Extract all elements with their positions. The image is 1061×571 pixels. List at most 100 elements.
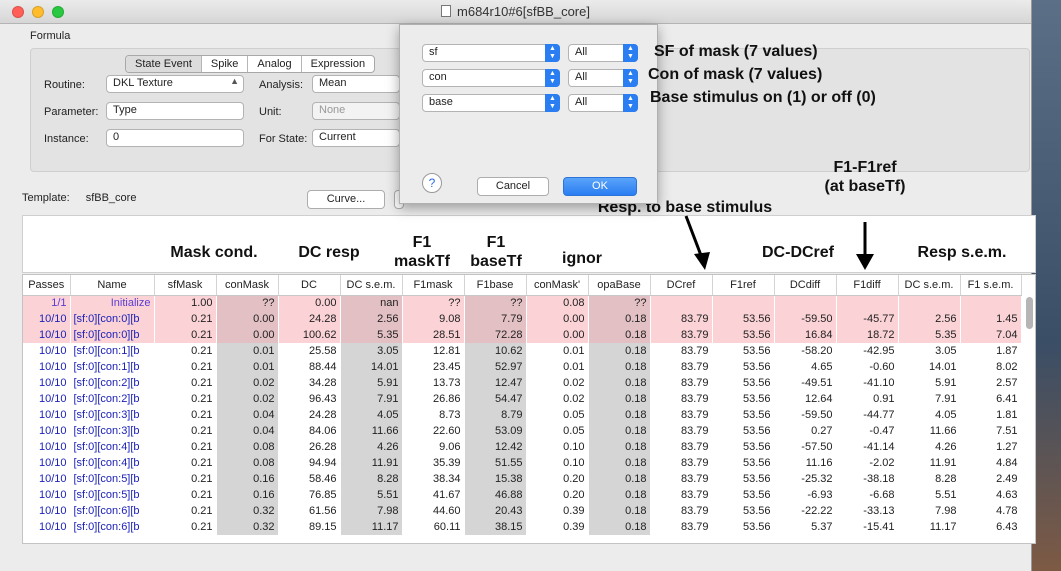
table-cell: 53.56 [742,425,771,437]
for-state-select[interactable]: Current [312,129,400,147]
column-header[interactable]: opaBase [588,275,651,296]
table-row[interactable]: 10/10 [sf:0][con:5][b 0.21 0.16 76.85 5.51 41.… [23,487,1021,503]
table-cell: -22.22 [801,505,833,517]
table-row[interactable]: 10/10 [sf:0][con:3][b 0.21 0.04 24.28 4.05 8.7… [23,407,1021,423]
table-cell: 96.43 [308,393,337,405]
table-cell: 8.79 [464,407,526,423]
column-header[interactable]: F1base [464,275,527,296]
table-row[interactable]: 10/10 [sf:0][con:6][b 0.21 0.32 89.15 11.17 60… [23,519,1021,535]
close-window-button[interactable] [12,6,24,18]
dialog-value-select-con[interactable]: All ▲ ▼ [568,69,638,87]
table-row[interactable]: 10/10 [sf:0][con:0][b 0.21 0.00 24.28 2.56 9.0… [23,311,1021,327]
column-header[interactable]: DC [278,275,341,296]
parameter-select[interactable]: Type [106,102,244,120]
table-cell: 83.79 [650,311,712,327]
help-icon[interactable]: ? [422,173,442,193]
table-cell: [sf:0][con:1][b [73,361,140,373]
table-row[interactable]: 10/10 [sf:0][con:2][b 0.21 0.02 34.28 5.91 13.… [23,375,1021,391]
analysis-select[interactable]: Mean [312,75,400,93]
table-row[interactable]: 10/10 [sf:0][con:6][b 0.21 0.32 61.56 7.98 44.… [23,503,1021,519]
table-row[interactable]: 10/10 [sf:0][con:4][b 0.21 0.08 26.28 4.26 9.0… [23,439,1021,455]
table-cell: 18.72 [836,327,898,343]
table-cell: 5.51 [935,489,957,501]
dialog-param-select-base[interactable]: base ▲ ▼ [422,94,560,112]
dialog-value-select-base[interactable]: All ▲ ▼ [568,94,638,112]
table-row[interactable]: 10/10 [sf:0][con:4][b 0.21 0.08 94.94 11.91 35… [23,455,1021,471]
curve-button[interactable]: Curve... [307,190,385,209]
table-cell: 53.56 [742,377,771,389]
table-row[interactable]: 10/10 [sf:0][con:0][b 0.21 0.00 100.62 5.35 28… [23,327,1021,343]
column-header[interactable]: Passes [23,275,71,296]
unit-select[interactable]: None [312,102,400,120]
column-header[interactable]: DC s.e.m. [340,275,403,296]
table-cell: 4.05 [340,407,402,423]
table-cell: 53.56 [742,345,771,357]
column-header[interactable]: DCdiff [774,275,837,296]
tab-analog[interactable]: Analog [248,56,302,72]
table-row[interactable]: 10/10 [sf:0][con:3][b 0.21 0.04 84.06 11.66 22… [23,423,1021,439]
column-header[interactable]: DCref [650,275,713,296]
column-header[interactable]: conMask [216,275,279,296]
table-cell: 10/10 [23,311,70,327]
routine-select[interactable]: DKL Texture ▲ [106,75,244,93]
table-cell: 20.43 [464,503,526,519]
column-header[interactable]: F1 s.e.m. [960,275,1022,296]
table-cell [712,295,774,311]
instance-label: Instance: [44,133,89,145]
table-cell: [sf:0][con:3][b [73,409,140,421]
table-cell: 10/10 [38,345,67,357]
select-stepper-icon: ▲ ▼ [623,44,638,62]
table-cell: 10/10 [38,393,67,405]
column-header[interactable]: F1diff [836,275,899,296]
select-stepper-icon: ▲ ▼ [545,44,560,62]
ok-button[interactable]: OK [563,177,637,196]
table-cell: 0.00 [278,295,340,311]
table-cell: 83.79 [680,473,709,485]
table-cell: 0.01 [216,359,278,375]
table-cell: 8.02 [996,361,1018,373]
table-cell: 0.18 [588,503,650,519]
table-cell: 11.91 [929,457,957,469]
table-row[interactable]: 10/10 [sf:0][con:1][b 0.21 0.01 88.44 14.01 23… [23,359,1021,375]
column-header[interactable]: sfMask [154,275,217,296]
tab-spike[interactable]: Spike [202,56,249,72]
column-header[interactable]: DC s.e.m. [898,275,961,296]
table-cell: -0.47 [869,425,895,437]
table-cell: 5.91 [935,377,957,389]
cancel-button[interactable]: Cancel [477,177,549,196]
vertical-scrollbar[interactable] [1026,297,1033,329]
table-cell: 0.39 [563,505,585,517]
table-cell: 4.63 [996,489,1018,501]
select-stepper-icon: ▲ ▼ [545,94,560,112]
dialog-param-select-con[interactable]: con ▲ ▼ [422,69,560,87]
dialog-param-select-sf[interactable]: sf ▲ ▼ [422,44,560,62]
table-cell: 0.18 [588,455,650,471]
table-cell: 0.00 [526,327,588,343]
table-row[interactable]: 10/10 [sf:0][con:5][b 0.21 0.16 58.46 8.28 38.… [23,471,1021,487]
dialog-value-select-sf[interactable]: All ▲ ▼ [568,44,638,62]
for-state-value: Current [319,131,356,143]
column-header[interactable]: Name [70,275,155,296]
table-cell: 1/1 [23,295,70,311]
tab-expression[interactable]: Expression [310,58,366,70]
table-cell: 11.66 [929,425,957,437]
column-header[interactable]: F1mask [402,275,465,296]
dialog-param-con: con [429,71,447,83]
zoom-window-button[interactable] [52,6,64,18]
tab-state-event[interactable]: State Event [126,56,202,72]
table-row[interactable]: 10/10 [sf:0][con:2][b 0.21 0.02 96.43 7.91 26.… [23,391,1021,407]
column-header[interactable]: conMask' [526,275,589,296]
minimize-window-button[interactable] [32,6,44,18]
results-table: Passes Name sfMask conMask DC DC s.e.m. F1mask… [22,274,1036,544]
table-cell: 0.10 [563,457,585,469]
table-row[interactable]: 1/1 Initialize 1.00?? 0.00 nan???? 0.08?? [23,295,1021,311]
table-cell: 0.21 [191,409,213,421]
table-row[interactable]: 10/10 [sf:0][con:1][b 0.21 0.01 25.58 3.05 12.… [23,343,1021,359]
table-cell: 4.26 [340,439,402,455]
table-cell: 16.84 [774,327,836,343]
annotation-f1-mask-tf: F1 maskTf [393,234,451,270]
table-cell: 12.64 [804,393,833,405]
instance-select[interactable]: 0 [106,129,244,147]
table-cell: 5.37 [811,521,833,533]
column-header[interactable]: F1ref [712,275,775,296]
